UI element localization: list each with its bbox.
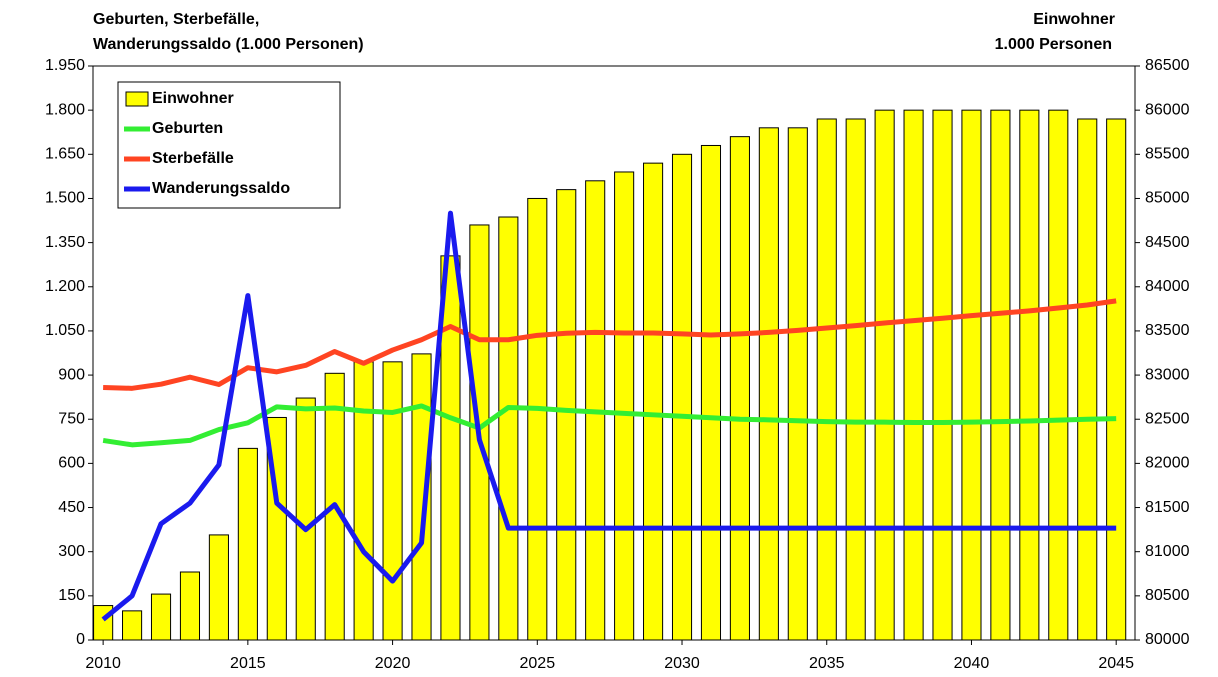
bar — [1019, 109, 1040, 641]
bar — [787, 127, 808, 641]
y2-tick-label: 86500 — [1145, 57, 1190, 74]
x-tick-label: 2025 — [520, 655, 556, 672]
bar — [382, 361, 403, 641]
bar — [874, 109, 895, 641]
line — [101, 210, 1117, 622]
left-axis-title: Wanderungssaldo (1.000 Personen) — [93, 36, 364, 53]
bar — [1077, 118, 1098, 641]
legend-label: Einwohner — [152, 90, 234, 107]
legend-swatch — [125, 91, 149, 107]
bar — [295, 397, 316, 641]
x-tick-label: 2040 — [954, 655, 990, 672]
left-axis-title: Geburten, Sterbefälle, — [93, 11, 259, 28]
bar — [556, 189, 577, 641]
y2-tick-label: 83500 — [1145, 322, 1190, 339]
x-tick-label: 2010 — [85, 655, 121, 672]
bar — [990, 109, 1011, 641]
x-tick-label: 2035 — [809, 655, 845, 672]
legend-label: Sterbefälle — [152, 150, 234, 167]
y-tick-label: 1.950 — [45, 57, 85, 74]
y-tick-label: 450 — [58, 499, 85, 516]
y-tick-label: 1.350 — [45, 234, 85, 251]
y2-tick-label: 86000 — [1145, 101, 1190, 118]
bar — [671, 153, 693, 641]
bar — [932, 109, 953, 641]
bar — [614, 171, 635, 641]
line — [103, 298, 1117, 391]
legend-label: Wanderungssaldo — [152, 180, 290, 197]
y2-tick-label: 85000 — [1145, 190, 1190, 207]
bar — [845, 118, 866, 641]
bar — [527, 197, 548, 641]
y2-tick-label: 81500 — [1145, 499, 1190, 516]
right-axis-title: Einwohner — [1033, 11, 1115, 28]
x-tick-label: 2045 — [1098, 655, 1134, 672]
line — [102, 403, 1117, 448]
bar — [816, 118, 837, 641]
plot-frame — [92, 65, 1136, 641]
bar — [122, 610, 143, 641]
y2-tick-label: 80500 — [1145, 587, 1190, 604]
y2-tick-label: 81000 — [1145, 543, 1190, 560]
right-axis-title: 1.000 Personen — [995, 36, 1112, 53]
bar — [353, 361, 374, 641]
y2-tick-label: 84000 — [1145, 278, 1190, 295]
y-tick-label: 1.050 — [45, 322, 85, 339]
y-tick-label: 600 — [58, 455, 85, 472]
bar — [700, 144, 722, 641]
x-tick-label: 2030 — [664, 655, 700, 672]
y2-tick-label: 82000 — [1145, 455, 1190, 472]
bar — [150, 593, 172, 641]
y-tick-label: 1.500 — [45, 190, 85, 207]
bar — [237, 447, 258, 641]
y-tick-label: 750 — [58, 410, 85, 427]
y2-tick-label: 85500 — [1145, 146, 1190, 163]
x-tick-label: 2015 — [230, 655, 266, 672]
y2-tick-label: 83000 — [1145, 366, 1190, 383]
y2-tick-label: 82500 — [1145, 410, 1190, 427]
y-tick-label: 0 — [76, 631, 85, 648]
y2-tick-label: 84500 — [1145, 234, 1190, 251]
y-tick-label: 150 — [58, 587, 85, 604]
bar — [729, 136, 750, 641]
legend-box — [117, 81, 341, 209]
bar — [411, 353, 432, 641]
bar — [1106, 118, 1127, 641]
legend-label: Geburten — [152, 120, 223, 137]
y-tick-label: 1.200 — [45, 278, 85, 295]
bar — [179, 571, 201, 641]
bar — [758, 127, 779, 641]
bar — [903, 109, 924, 641]
x-tick-label: 2020 — [375, 655, 411, 672]
bar — [93, 605, 114, 641]
bar — [961, 109, 982, 641]
bar — [643, 162, 664, 641]
bar — [1048, 109, 1069, 641]
y2-tick-label: 80000 — [1145, 631, 1190, 648]
y-tick-label: 1.800 — [45, 101, 85, 118]
y-tick-label: 900 — [58, 366, 85, 383]
y-tick-label: 300 — [58, 543, 85, 560]
bar — [498, 216, 519, 641]
bar — [208, 534, 229, 641]
y-tick-label: 1.650 — [45, 146, 85, 163]
